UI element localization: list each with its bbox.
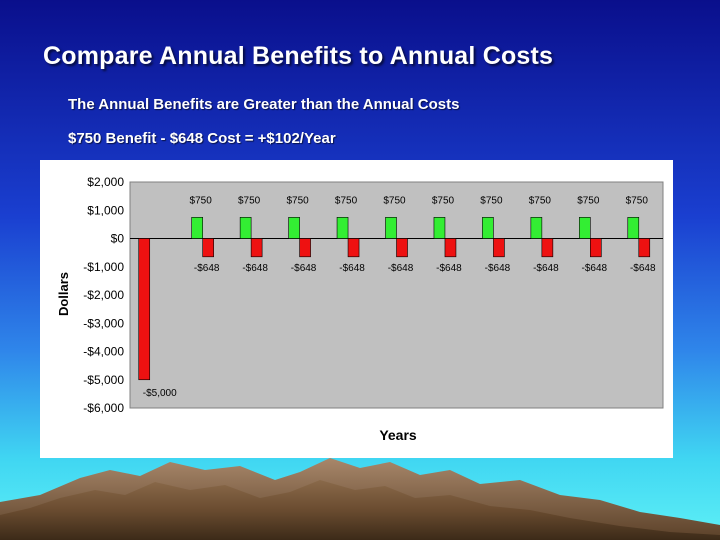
y-tick-label: -$1,000 [83,260,124,274]
benefit-label: $750 [335,195,358,206]
x-axis-label: Years [379,427,417,443]
chart-container: $2,000 $1,000 $0 -$1,000 -$2,000 -$3,000 -$4,0… [40,160,673,458]
benefit-bar [482,217,494,239]
cost-label: -$648 [194,263,220,274]
y-tick-label: $1,000 [87,203,124,217]
benefit-label: $750 [626,195,649,206]
benefit-bar [627,217,640,239]
cost-label: -$648 [630,263,656,274]
benefit-label: $750 [190,195,213,206]
benefit-bar [288,217,300,239]
cost-bar [638,238,651,258]
y-tick-label: -$2,000 [83,288,124,302]
initial-cost-bar [138,238,151,381]
mountain-range-illustration [0,458,720,540]
cost-label: -$648 [436,263,462,274]
cost-label: -$648 [242,263,268,274]
cash-flow-bar-chart: $2,000 $1,000 $0 -$1,000 -$2,000 -$3,000 -$4,0… [56,175,664,443]
cost-label: -$648 [388,263,414,274]
benefit-label: $750 [238,195,261,206]
slide-subtitle-benefits: The Annual Benefits are Greater than the… [68,96,460,113]
benefit-bar [385,217,397,239]
cost-label: -$648 [485,263,511,274]
benefit-bar [239,217,252,239]
y-tick-label: -$3,000 [83,316,124,330]
cost-label: -$648 [533,263,559,274]
cost-bar [202,238,214,258]
y-tick-label: -$6,000 [83,401,124,415]
benefit-bar [433,217,446,239]
bars [138,217,651,381]
plot-area [129,181,664,409]
cost-bar [590,238,602,258]
y-tick-label: -$4,000 [83,345,124,359]
slide-title: Compare Annual Benefits to Annual Costs [43,42,554,70]
benefit-label: $750 [577,195,600,206]
y-axis-label: Dollars [56,272,71,316]
cost-label: -$648 [291,263,317,274]
cost-bar [541,238,554,258]
benefit-bar [191,217,203,239]
y-tick-label: $0 [111,232,125,246]
cost-bar [299,238,311,258]
cost-bar [347,238,360,258]
benefit-bar [336,217,349,239]
y-tick-label: -$5,000 [83,373,124,387]
benefit-label: $750 [286,195,309,206]
benefit-label: $750 [383,195,406,206]
benefit-label: $750 [480,195,503,206]
y-axis-ticks: $2,000 $1,000 $0 -$1,000 -$2,000 -$3,000 -$4,0… [83,175,663,415]
initial-cost-label: -$5,000 [143,388,177,399]
benefit-label: $750 [432,195,455,206]
benefit-bar [530,217,543,239]
y-tick-label: $2,000 [87,175,124,189]
benefit-label: $750 [529,195,552,206]
cost-label: -$648 [582,263,608,274]
cost-bar [396,238,408,258]
benefit-bar [579,217,591,239]
cost-label: -$648 [339,263,365,274]
slide-subtitle-calculation: $750 Benefit - $648 Cost = +$102/Year [68,130,336,147]
cost-bar [493,238,505,258]
cost-bar [250,238,263,258]
cost-bar [444,238,457,258]
data-labels: -$5,000 $750 -$648 $750 -$648 $750 -$648 $750 -$… [143,195,656,398]
mountain-front [0,480,720,540]
